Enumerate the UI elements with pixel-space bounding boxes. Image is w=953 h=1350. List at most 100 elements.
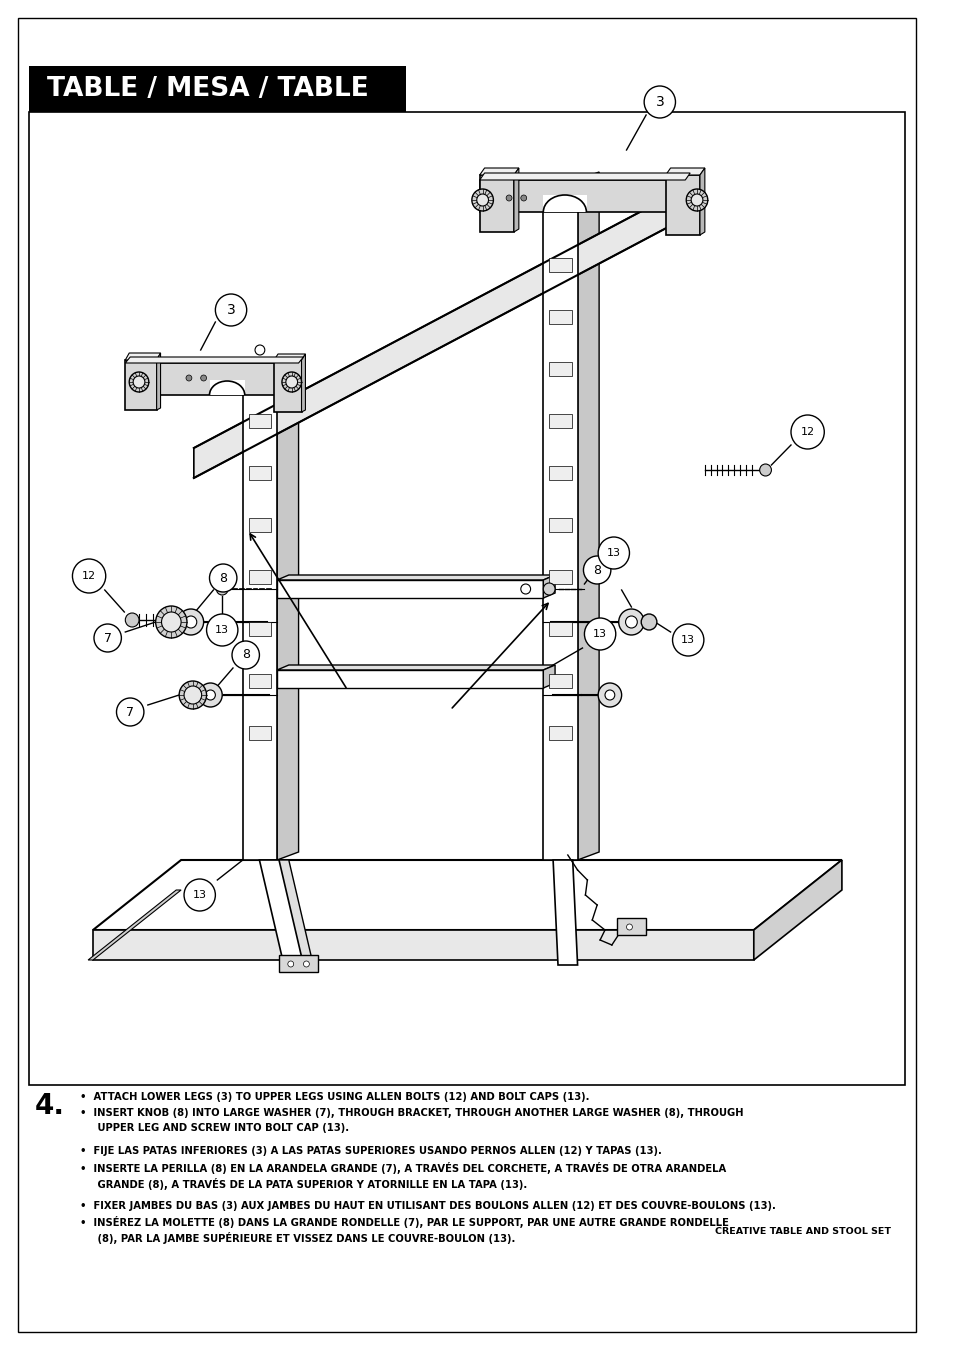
Text: CREATIVE TABLE AND STOOL SET: CREATIVE TABLE AND STOOL SET bbox=[714, 1227, 890, 1237]
Text: •  ATTACH LOWER LEGS (3) TO UPPER LEGS USING ALLEN BOLTS (12) AND BOLT CAPS (13): • ATTACH LOWER LEGS (3) TO UPPER LEGS US… bbox=[80, 1092, 589, 1102]
Polygon shape bbox=[549, 466, 571, 481]
Polygon shape bbox=[549, 518, 571, 532]
Polygon shape bbox=[92, 930, 753, 960]
Circle shape bbox=[543, 583, 555, 595]
Polygon shape bbox=[577, 171, 598, 860]
Polygon shape bbox=[88, 890, 181, 960]
Polygon shape bbox=[276, 670, 543, 688]
Polygon shape bbox=[549, 258, 571, 271]
Circle shape bbox=[185, 616, 196, 628]
Circle shape bbox=[116, 698, 144, 726]
Polygon shape bbox=[549, 414, 571, 428]
Polygon shape bbox=[269, 860, 313, 965]
Circle shape bbox=[161, 612, 181, 632]
Polygon shape bbox=[249, 414, 271, 428]
Circle shape bbox=[205, 690, 215, 701]
Polygon shape bbox=[549, 310, 571, 324]
Polygon shape bbox=[274, 360, 301, 412]
Circle shape bbox=[184, 879, 215, 911]
Polygon shape bbox=[249, 674, 271, 688]
Polygon shape bbox=[543, 180, 577, 860]
Text: •  FIXER JAMBES DU BAS (3) AUX JAMBES DU HAUT EN UTILISANT DES BOULONS ALLEN (12: • FIXER JAMBES DU BAS (3) AUX JAMBES DU … bbox=[80, 1202, 776, 1211]
FancyBboxPatch shape bbox=[17, 18, 915, 1332]
Text: 12: 12 bbox=[800, 427, 814, 437]
Circle shape bbox=[690, 194, 702, 207]
Text: 13: 13 bbox=[215, 625, 229, 634]
Circle shape bbox=[282, 373, 301, 391]
Circle shape bbox=[685, 189, 707, 211]
Polygon shape bbox=[700, 167, 704, 235]
Polygon shape bbox=[549, 726, 571, 740]
Circle shape bbox=[125, 613, 139, 626]
Polygon shape bbox=[276, 575, 555, 580]
Circle shape bbox=[94, 624, 121, 652]
Polygon shape bbox=[549, 622, 571, 636]
Polygon shape bbox=[553, 860, 577, 965]
Polygon shape bbox=[514, 167, 518, 232]
Text: 8: 8 bbox=[241, 648, 250, 662]
Polygon shape bbox=[301, 354, 305, 412]
Polygon shape bbox=[274, 354, 305, 360]
Circle shape bbox=[210, 564, 236, 593]
Text: TABLE / MESA / TABLE: TABLE / MESA / TABLE bbox=[47, 76, 369, 103]
Circle shape bbox=[618, 609, 643, 634]
Circle shape bbox=[598, 683, 621, 707]
Polygon shape bbox=[211, 379, 245, 396]
Polygon shape bbox=[665, 167, 704, 176]
Text: •  FIJE LAS PATAS INFERIORES (3) A LAS PATAS SUPERIORES USANDO PERNOS ALLEN (12): • FIJE LAS PATAS INFERIORES (3) A LAS PA… bbox=[80, 1146, 661, 1157]
Text: 3: 3 bbox=[655, 95, 663, 109]
Text: GRANDE (8), A TRAVÉS DE LA PATA SUPERIOR Y ATORNILLE EN LA TAPA (13).: GRANDE (8), A TRAVÉS DE LA PATA SUPERIOR… bbox=[80, 1177, 527, 1189]
Polygon shape bbox=[479, 180, 684, 212]
Polygon shape bbox=[249, 726, 271, 740]
Circle shape bbox=[604, 690, 614, 701]
Polygon shape bbox=[479, 176, 514, 232]
Circle shape bbox=[472, 189, 493, 211]
Circle shape bbox=[640, 614, 657, 630]
Polygon shape bbox=[249, 518, 271, 532]
Circle shape bbox=[254, 346, 265, 355]
Polygon shape bbox=[92, 860, 841, 930]
Polygon shape bbox=[753, 860, 841, 960]
Circle shape bbox=[626, 923, 632, 930]
Polygon shape bbox=[276, 373, 298, 860]
Text: UPPER LEG AND SCREW INTO BOLT CAP (13).: UPPER LEG AND SCREW INTO BOLT CAP (13). bbox=[80, 1123, 349, 1133]
Text: 13: 13 bbox=[593, 629, 606, 639]
Circle shape bbox=[72, 559, 106, 593]
Polygon shape bbox=[125, 360, 156, 410]
Circle shape bbox=[186, 375, 192, 381]
Circle shape bbox=[232, 641, 259, 670]
Polygon shape bbox=[249, 570, 271, 585]
Circle shape bbox=[790, 414, 823, 450]
Polygon shape bbox=[549, 674, 571, 688]
Text: 8: 8 bbox=[219, 571, 227, 585]
Polygon shape bbox=[249, 466, 271, 481]
Text: (8), PAR LA JAMBE SUPÉRIEURE ET VISSEZ DANS LE COUVRE-BOULON (13).: (8), PAR LA JAMBE SUPÉRIEURE ET VISSEZ D… bbox=[80, 1233, 516, 1243]
Polygon shape bbox=[156, 352, 160, 410]
Polygon shape bbox=[543, 666, 555, 688]
Circle shape bbox=[198, 683, 222, 707]
Circle shape bbox=[129, 373, 149, 391]
Polygon shape bbox=[665, 176, 700, 235]
Text: 13: 13 bbox=[606, 548, 620, 558]
Circle shape bbox=[216, 583, 228, 595]
Text: 13: 13 bbox=[680, 634, 695, 645]
Text: •  INSERTE LA PERILLA (8) EN LA ARANDELA GRANDE (7), A TRAVÉS DEL CORCHETE, A TR: • INSERTE LA PERILLA (8) EN LA ARANDELA … bbox=[80, 1162, 726, 1174]
Polygon shape bbox=[276, 580, 543, 598]
Text: •  INSERT KNOB (8) INTO LARGE WASHER (7), THROUGH BRACKET, THROUGH ANOTHER LARGE: • INSERT KNOB (8) INTO LARGE WASHER (7),… bbox=[80, 1107, 743, 1118]
Text: 7: 7 bbox=[126, 706, 134, 718]
Text: 8: 8 bbox=[593, 563, 600, 576]
Circle shape bbox=[286, 377, 297, 387]
Polygon shape bbox=[549, 570, 571, 585]
Polygon shape bbox=[543, 575, 555, 598]
Text: 3: 3 bbox=[227, 302, 235, 317]
Polygon shape bbox=[278, 954, 318, 972]
Circle shape bbox=[303, 961, 309, 967]
Polygon shape bbox=[616, 918, 645, 936]
Polygon shape bbox=[543, 194, 587, 212]
Polygon shape bbox=[259, 860, 303, 965]
Polygon shape bbox=[479, 167, 518, 176]
Circle shape bbox=[155, 606, 187, 639]
Polygon shape bbox=[549, 362, 571, 377]
Polygon shape bbox=[242, 379, 276, 860]
Circle shape bbox=[598, 537, 629, 568]
